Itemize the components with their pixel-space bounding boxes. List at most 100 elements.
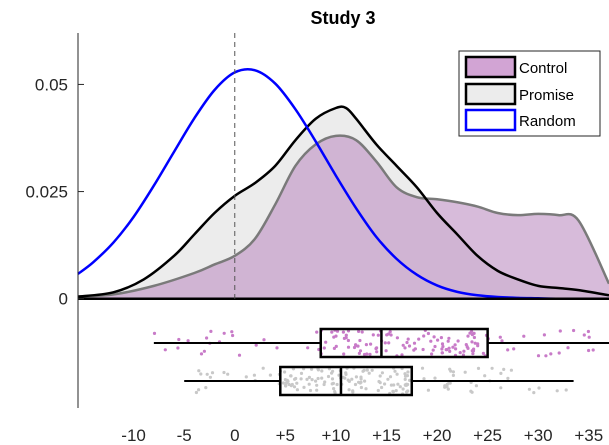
control-raw-dots-dot xyxy=(407,344,412,348)
control-raw-dots-dot xyxy=(586,329,591,334)
promise-raw-dots-dot xyxy=(205,372,209,376)
x-tick-label: +25 xyxy=(473,426,502,445)
control-raw-dots-dot xyxy=(582,333,586,337)
control-raw-dots-dot xyxy=(557,351,561,355)
legend-swatch-promise xyxy=(464,82,517,106)
x-tick-label: +10 xyxy=(321,426,350,445)
control-boxplot xyxy=(153,327,609,359)
promise-raw-dots-dot xyxy=(389,383,393,387)
promise-raw-dots-dot xyxy=(330,377,335,381)
legend-label-random: Random xyxy=(519,113,576,130)
promise-raw-dots-dot xyxy=(292,385,297,389)
promise-raw-dots-dot xyxy=(302,385,306,389)
promise-raw-dots-dot xyxy=(451,373,455,377)
control-raw-dots-dot xyxy=(335,329,340,333)
control-raw-dots-dot xyxy=(441,344,445,349)
y-tick-label: 0.025 xyxy=(25,183,68,202)
promise-raw-dots-dot xyxy=(406,370,410,374)
control-raw-dots-dot xyxy=(417,337,421,341)
promise-raw-dots-dot xyxy=(293,377,297,381)
promise-raw-dots-dot xyxy=(315,388,319,392)
control-raw-dots-dot xyxy=(376,333,380,337)
promise-raw-dots-dot xyxy=(310,378,314,382)
promise-raw-dots-dot xyxy=(483,374,487,378)
promise-raw-dots-dot xyxy=(527,387,532,391)
promise-raw-dots-dot xyxy=(490,366,494,370)
control-raw-dots-dot xyxy=(222,331,226,335)
control-raw-dots-dot xyxy=(209,329,213,333)
legend-label-control: Control xyxy=(519,60,567,77)
promise-raw-dots-dot xyxy=(299,377,303,381)
control-raw-dots-dot xyxy=(254,343,258,347)
control-raw-dots-dot xyxy=(358,349,363,353)
control-raw-dots-dot xyxy=(384,349,388,353)
promise-boxplot xyxy=(184,365,574,397)
promise-raw-dots-dot xyxy=(330,382,334,386)
control-raw-dots-dot xyxy=(446,339,450,343)
control-raw-dots-dot xyxy=(462,349,466,353)
promise-raw-dots-dot xyxy=(363,379,367,383)
promise-raw-dots-dot xyxy=(398,385,402,389)
control-raw-dots-dot xyxy=(432,335,436,339)
control-raw-dots-dot xyxy=(401,343,405,347)
promise-raw-dots-dot xyxy=(470,390,474,394)
promise-raw-dots-dot xyxy=(537,386,541,390)
control-raw-dots-dot xyxy=(506,348,510,352)
promise-raw-dots-dot xyxy=(252,373,256,377)
promise-raw-dots-dot xyxy=(391,390,395,394)
control-raw-dots-dot xyxy=(405,340,409,345)
promise-raw-dots-dot xyxy=(370,368,374,372)
legend-swatch-random xyxy=(464,108,517,132)
control-raw-dots-dot xyxy=(341,330,345,334)
promise-boxplot-box xyxy=(279,365,414,397)
control-raw-dots-dot xyxy=(470,349,474,353)
control-raw-dots-dot xyxy=(357,351,361,355)
control-raw-dots-dot xyxy=(406,337,410,341)
control-raw-dots-dot xyxy=(500,339,504,343)
control-raw-dots-dot xyxy=(322,346,326,350)
promise-raw-dots-dot xyxy=(305,377,309,381)
promise-raw-dots-dot xyxy=(307,382,311,386)
promise-raw-dots-dot xyxy=(502,367,506,371)
promise-raw-dots-dot xyxy=(320,369,324,373)
promise-raw-dots-dot xyxy=(281,381,285,385)
x-tick-label: +35 xyxy=(574,426,603,445)
promise-raw-dots-dot xyxy=(364,387,368,391)
control-raw-dots-dot xyxy=(476,344,480,348)
promise-raw-dots-dot xyxy=(310,367,314,371)
control-raw-dots-dot xyxy=(572,328,576,333)
control-raw-dots-dot xyxy=(344,333,348,337)
control-raw-dots-dot xyxy=(471,352,475,356)
promise-raw-dots-dot xyxy=(499,386,503,390)
control-raw-dots-dot xyxy=(342,336,346,340)
promise-raw-dots-dot xyxy=(367,371,371,375)
promise-raw-dots-dot xyxy=(261,366,265,370)
promise-raw-dots-dot xyxy=(353,382,358,387)
promise-raw-dots-dot xyxy=(286,379,290,383)
control-raw-dots-dot xyxy=(544,354,548,358)
x-tick-label: +5 xyxy=(276,426,295,445)
control-raw-dots-dot xyxy=(512,347,516,351)
chart-title: Study 3 xyxy=(310,8,375,28)
control-raw-dots-dot xyxy=(306,346,310,350)
control-raw-dots-dot xyxy=(591,348,595,352)
control-raw-dots-dot xyxy=(448,349,452,353)
control-raw-dots-dot xyxy=(388,330,392,334)
control-raw-dots-dot xyxy=(542,333,547,337)
control-raw-dots-dot xyxy=(315,330,319,334)
promise-raw-dots-dot xyxy=(380,385,384,390)
control-raw-dots-dot xyxy=(440,347,444,351)
control-raw-dots-dot xyxy=(385,333,389,337)
promise-raw-dots-dot xyxy=(474,384,478,388)
control-raw-dots-dot xyxy=(364,343,368,347)
control-raw-dots-dot xyxy=(346,338,350,343)
control-raw-dots-dot xyxy=(445,348,449,352)
promise-raw-dots-dot xyxy=(463,370,467,374)
legend-label-promise: Promise xyxy=(519,87,574,104)
control-raw-dots-dot xyxy=(454,347,458,351)
x-tick-label: -5 xyxy=(177,426,192,445)
promise-raw-dots-dot xyxy=(283,378,287,382)
control-raw-dots-dot xyxy=(453,343,457,347)
promise-raw-dots-dot xyxy=(295,381,299,385)
control-raw-dots-dot xyxy=(470,340,474,344)
